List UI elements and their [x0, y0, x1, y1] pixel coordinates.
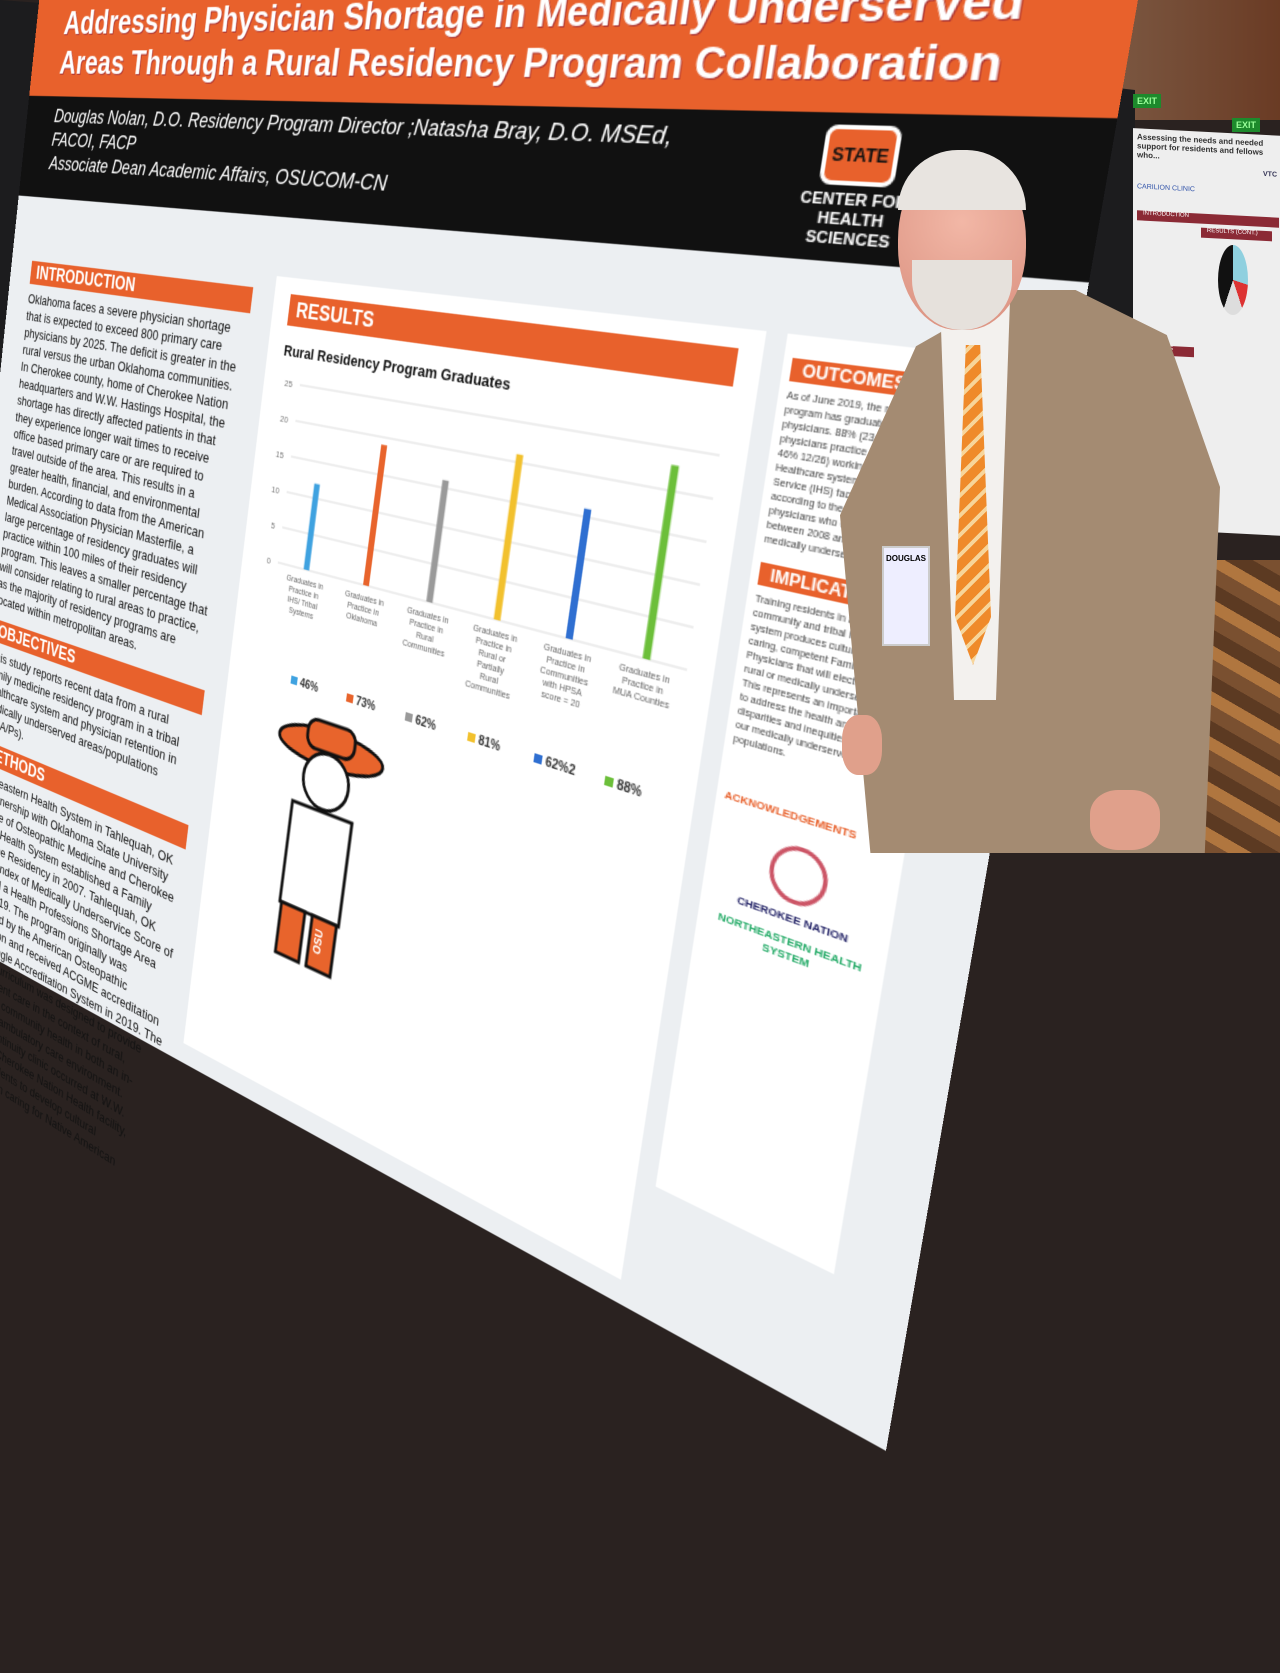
legend-label: 46%: [299, 676, 319, 694]
pistol-pete-mascot: OSU: [248, 697, 393, 1003]
bar: [642, 464, 680, 661]
cherokee-seal-icon: [765, 838, 832, 915]
right-hand: [1090, 790, 1160, 850]
research-poster: Addressing Physician Shortage in Medical…: [0, 0, 1151, 1451]
legend-label: 81%: [477, 733, 501, 754]
bar: [493, 453, 524, 621]
legend-swatch: [345, 693, 354, 704]
gridline: [295, 421, 713, 499]
left-hand: [842, 715, 882, 775]
hair: [898, 150, 1026, 210]
bar: [363, 444, 388, 587]
gridline: [282, 527, 693, 627]
legend-swatch: [604, 775, 614, 788]
badge-name: DOUGLAS: [886, 554, 926, 563]
bar: [426, 479, 449, 604]
legend-label: 62%: [414, 713, 436, 733]
y-tick-label: 10: [271, 483, 280, 496]
x-tick-label: Rural: [415, 631, 433, 645]
presenter-person: DOUGLAS: [840, 150, 1220, 853]
exit-sign: EXIT: [1232, 118, 1261, 132]
legend-swatch: [533, 753, 543, 765]
y-tick-label: 0: [266, 554, 271, 566]
y-tick-label: 5: [270, 519, 275, 531]
introduction-text: Oklahoma faces a severe physician shorta…: [0, 290, 238, 653]
legend-swatch: [290, 675, 298, 686]
background-poster-logo2: VTC: [1263, 170, 1277, 179]
y-tick-label: 20: [280, 413, 289, 426]
author-block: Douglas Nolan, D.O. Residency Program Di…: [48, 105, 763, 223]
exit-sign: EXIT: [1133, 94, 1162, 108]
name-badge: DOUGLAS: [882, 546, 930, 646]
x-tick-label: Rural: [479, 672, 499, 687]
background-pie-chart: [1218, 245, 1248, 315]
gridline: [287, 492, 700, 585]
y-tick-label: 25: [284, 377, 293, 390]
bar: [565, 508, 592, 640]
legend-label: 62%2: [544, 755, 576, 779]
results-panel: RESULTS Rural Residency Program Graduate…: [183, 276, 767, 1280]
legend-swatch: [404, 711, 413, 723]
legend-label: 88%: [616, 777, 643, 800]
legend-label: 73%: [355, 694, 376, 713]
y-tick-label: 15: [275, 448, 284, 461]
gridline: [291, 456, 706, 541]
legend-swatch: [467, 731, 476, 743]
left-column: INTRODUCTION Oklahoma faces a severe phy…: [0, 249, 255, 1207]
